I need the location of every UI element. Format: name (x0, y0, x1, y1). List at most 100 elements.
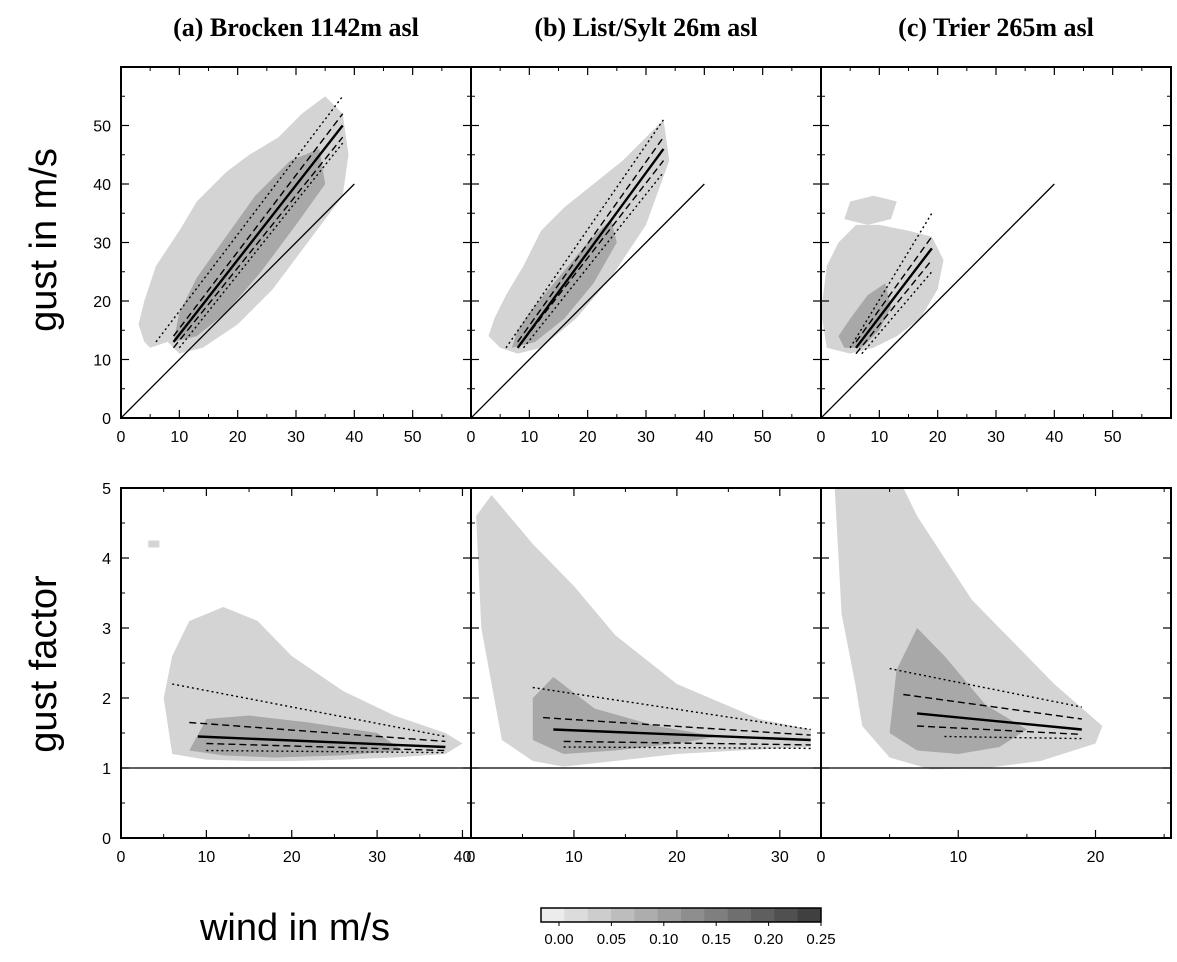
panel-title-b: (b) List/Sylt 26m asl (534, 13, 757, 42)
plot-area-c-gust (821, 183, 1055, 418)
x-tick-label: 20 (1087, 849, 1105, 866)
series-line-dashed-3 (563, 740, 811, 746)
x-tick-label: 20 (229, 429, 247, 446)
x-tick-label: 40 (454, 849, 472, 866)
density-core (838, 283, 891, 348)
series-line-solid-1 (553, 728, 811, 742)
density-blob (148, 540, 160, 548)
density-region (488, 119, 670, 354)
series-line-dotted-4 (155, 95, 344, 343)
plot-area-a-factor (121, 540, 471, 769)
series-line-dotted-5 (178, 142, 344, 349)
y-tick-label: 50 (93, 119, 111, 136)
ylabel-bottom: gust factor (23, 575, 65, 753)
series-line-dashed-3 (855, 259, 933, 355)
y-tick-label: 40 (93, 177, 111, 194)
x-tick-label: 10 (170, 429, 188, 446)
series-line-dashed-2 (543, 716, 811, 736)
colorbar-frame (540, 907, 822, 923)
panel-title-a: (a) Brocken 1142m asl (173, 13, 419, 42)
y-tick-label: 0 (102, 831, 111, 848)
x-tick-label: 20 (283, 849, 301, 866)
colorbar-tick-label: 0.20 (754, 931, 783, 948)
y-tick-label: 0 (102, 411, 111, 428)
colorbar-tick-label: 0.15 (702, 931, 731, 948)
x-tick-label: 40 (1045, 429, 1063, 446)
series-line-dashed-3 (206, 742, 446, 752)
x-tick-label: 20 (579, 429, 597, 446)
series-line-dashed-2 (903, 693, 1082, 720)
reference-line (121, 183, 355, 418)
x-tick-label: 30 (637, 429, 655, 446)
panel-c-factor: 0 10 20 (817, 487, 1172, 866)
series-line-solid-1 (172, 124, 344, 343)
x-tick-label: 20 (929, 429, 947, 446)
x-tick-label: 30 (987, 429, 1005, 446)
colorbar-swatch (541, 908, 565, 922)
series-line-dotted-5 (563, 746, 811, 750)
x-tick-label: 10 (520, 429, 538, 446)
ylabel-top: gust in m/s (23, 148, 65, 332)
series-line-dashed-2 (517, 136, 665, 343)
x-tick-label: 0 (467, 429, 476, 446)
x-tick-label: 0 (817, 429, 826, 446)
colorbar-swatch (751, 908, 775, 922)
series-line-dashed-2 (172, 113, 344, 337)
series-line-solid-1 (916, 712, 1082, 731)
colorbar-swatch (611, 908, 635, 922)
colorbar-swatch (657, 908, 682, 922)
series-line-dotted-4 (505, 119, 665, 349)
colorbar-tick-label: 0.10 (649, 931, 678, 948)
series-line-dashed-3 (517, 160, 665, 349)
x-tick-label: 30 (771, 849, 789, 866)
y-tick-label: 1 (102, 761, 111, 778)
y-tick-label: 30 (93, 236, 111, 253)
colorbar-swatch (681, 908, 705, 922)
panel-a-factor: 0 10 20 30 40 0 1 2 3 4 5 (102, 481, 472, 866)
colorbar-swatch (727, 908, 752, 922)
colorbar-swatch (587, 908, 612, 922)
x-tick-label: 10 (197, 849, 215, 866)
reference-line (471, 183, 705, 418)
colorbar-tick-label: 0.05 (597, 931, 626, 948)
panel-a-gust: 0 10 20 30 40 50 0 10 20 30 40 50 (93, 66, 472, 446)
colorbar-swatch (797, 908, 822, 922)
series-line-dotted-4 (849, 212, 933, 349)
x-tick-label: 10 (949, 849, 967, 866)
panel-b-gust: 0 10 20 30 40 50 (467, 66, 822, 446)
colorbar: 0.00 0.05 0.10 0.15 0.20 0.25 (540, 907, 836, 948)
colorbar-swatch (704, 908, 729, 922)
x-tick-label: 50 (754, 429, 772, 446)
x-tick-label: 40 (345, 429, 363, 446)
x-tick-label: 50 (1104, 429, 1122, 446)
x-tick-label: 20 (668, 849, 686, 866)
density-core (889, 628, 1027, 754)
reference-line (821, 183, 1055, 418)
y-tick-label: 10 (93, 353, 111, 370)
series-line-dotted-4 (172, 683, 446, 738)
x-tick-label: 0 (817, 849, 826, 866)
colorbar-swatch (564, 908, 589, 922)
x-tick-label: 50 (404, 429, 422, 446)
colorbar-tick-label: 0.25 (806, 931, 835, 948)
plot-area-c-factor (821, 488, 1171, 770)
panel-b-factor: 0 10 20 30 (467, 487, 822, 866)
y-tick-label: 5 (102, 481, 111, 498)
y-tick-label: 4 (102, 551, 111, 568)
y-tick-label: 3 (102, 621, 111, 638)
series-line-dotted-4 (532, 686, 811, 731)
density-blob (844, 195, 897, 225)
panel-title-c: (c) Trier 265m asl (898, 13, 1094, 42)
series-line-solid-1 (516, 148, 665, 349)
series-line-dashed-2 (189, 721, 446, 743)
series-line-dashed-3 (917, 725, 1082, 736)
x-tick-label: 0 (467, 849, 476, 866)
colorbar-swatch (774, 908, 799, 922)
plot-area-a-gust (121, 95, 355, 418)
plot-area-b-factor (471, 495, 821, 769)
x-tick-label: 0 (117, 849, 126, 866)
panel-c-gust: 0 10 20 30 40 50 (817, 66, 1172, 446)
y-tick-label: 20 (93, 294, 111, 311)
